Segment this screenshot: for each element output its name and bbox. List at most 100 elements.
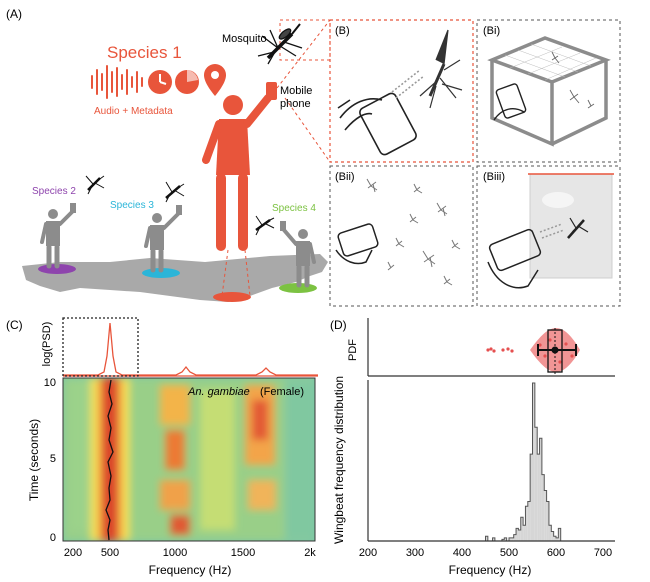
spectrogram-ylabel: Time (seconds) [27,419,41,501]
hist-xtick-600: 600 [547,547,565,559]
histogram-bar [520,517,524,541]
psd-curve [63,322,318,376]
psd-zoom-box [62,317,139,377]
xtick-1500: 1500 [231,547,255,559]
person-species-2-icon [40,203,76,269]
species-1-title: Species 1 [107,43,182,62]
histogram-xticks: 200 300 400 500 600 700 [359,547,612,559]
zoom-box [279,19,331,61]
audio-metadata-caption: Audio + Metadata [94,106,173,117]
location-pin-icon [204,64,226,96]
histogram-bar [516,528,519,541]
spectrogram-xlabel: Frequency (Hz) [149,563,232,577]
free-flying-mosquitoes [366,178,461,286]
histogram-bar [527,501,531,541]
histogram-bar [485,536,488,541]
mosquito-3-icon [165,181,185,203]
histogram-bar [532,383,535,541]
cage-icon [487,36,611,147]
hand-phone-bag-icon [487,223,565,289]
psd-ylabel: log(PSD) [41,322,53,367]
audio-waveform-icon [91,65,143,99]
panel-bi-label: (Bi) [483,25,500,37]
species-2-label: Species 2 [32,186,76,197]
clock-icon [148,70,172,94]
calendar-icon [175,70,199,94]
bagged-mosquito-icon [567,217,589,239]
histogram-bar [556,537,559,541]
hist-xtick-700: 700 [594,547,612,559]
ytick-5: 5 [50,453,56,465]
histogram-bar [511,537,514,541]
histogram-bar [548,525,552,541]
histogram-bar [501,539,505,541]
hand-phone-cage-icon [493,83,527,121]
hist-xtick-400: 400 [453,547,471,559]
panel-c-label: (C) [6,318,23,332]
spectrogram [63,378,315,541]
histogram-bar [558,528,561,541]
ziplock-bag-icon [528,173,614,279]
histogram-bar [492,537,495,541]
histogram-bar [534,427,538,541]
person-species-3-icon [144,205,182,273]
mosquito-closeup-icon [419,29,463,109]
pdf-label: PDF [347,339,359,361]
person-species-1-icon [202,82,277,251]
histogram-ylabel: Wingbeat frequency distribution [332,376,346,544]
species-sex: (Female) [260,386,304,398]
histogram-bar [553,536,556,541]
histogram-bar [504,537,507,541]
panel-bii-frame [329,165,474,307]
pdf-violin [486,328,580,374]
hand-phone-recording-icon [337,69,425,156]
mosquito-label: Mosquito [222,33,267,45]
xtick-500: 500 [101,547,119,559]
species-4-label: Species 4 [272,203,316,214]
histogram-bar [544,490,547,541]
wingbeat-trace [105,379,114,541]
hist-xtick-500: 500 [500,547,518,559]
hist-xtick-200: 200 [359,547,377,559]
projection-lines [221,19,331,297]
hist-xtick-300: 300 [406,547,424,559]
histogram-bar [537,454,540,541]
histogram-xlabel: Frequency (Hz) [449,563,532,577]
histogram-outline [485,382,562,542]
xtick-1000: 1000 [163,547,187,559]
panel-b-frame [329,19,474,163]
panel-bii-label: (Bii) [335,171,355,183]
mosquito-2-icon [85,175,105,195]
xtick-200: 200 [64,547,82,559]
histogram-bar [525,506,528,541]
ytick-0: 0 [50,532,56,544]
ytick-10: 10 [44,377,56,389]
person-species-4-icon [280,221,316,288]
spectrogram-xticks: 200 500 1000 1500 2k [64,547,316,559]
histogram-bar [513,534,517,541]
histogram-bar [518,529,521,541]
map-africa [22,254,328,302]
histogram-bar [509,537,512,541]
histogram [485,382,562,542]
panel-biii-frame [476,165,621,307]
spectrogram-frame [62,377,316,542]
species-3-label: Species 3 [110,200,154,211]
mobile-label-1: Mobile [280,85,312,97]
species-1-location [213,292,251,302]
histogram-bar [530,454,533,541]
hand-phone-field-icon [335,223,379,265]
histogram-bar [539,438,542,541]
histogram-bar [523,525,526,541]
mosquito-4-icon [255,215,275,236]
cage-mosquitoes [551,51,595,109]
mobile-label-2: phone [280,98,311,110]
panel-biii-label: (Biii) [483,171,505,183]
panel-d-label: (D) [330,318,347,332]
histogram-bar [541,474,545,541]
histogram-bar [551,531,554,541]
xtick-2k: 2k [304,547,316,559]
panel-a-label: (A) [6,7,22,21]
panel-b-label: (B) [335,25,350,37]
